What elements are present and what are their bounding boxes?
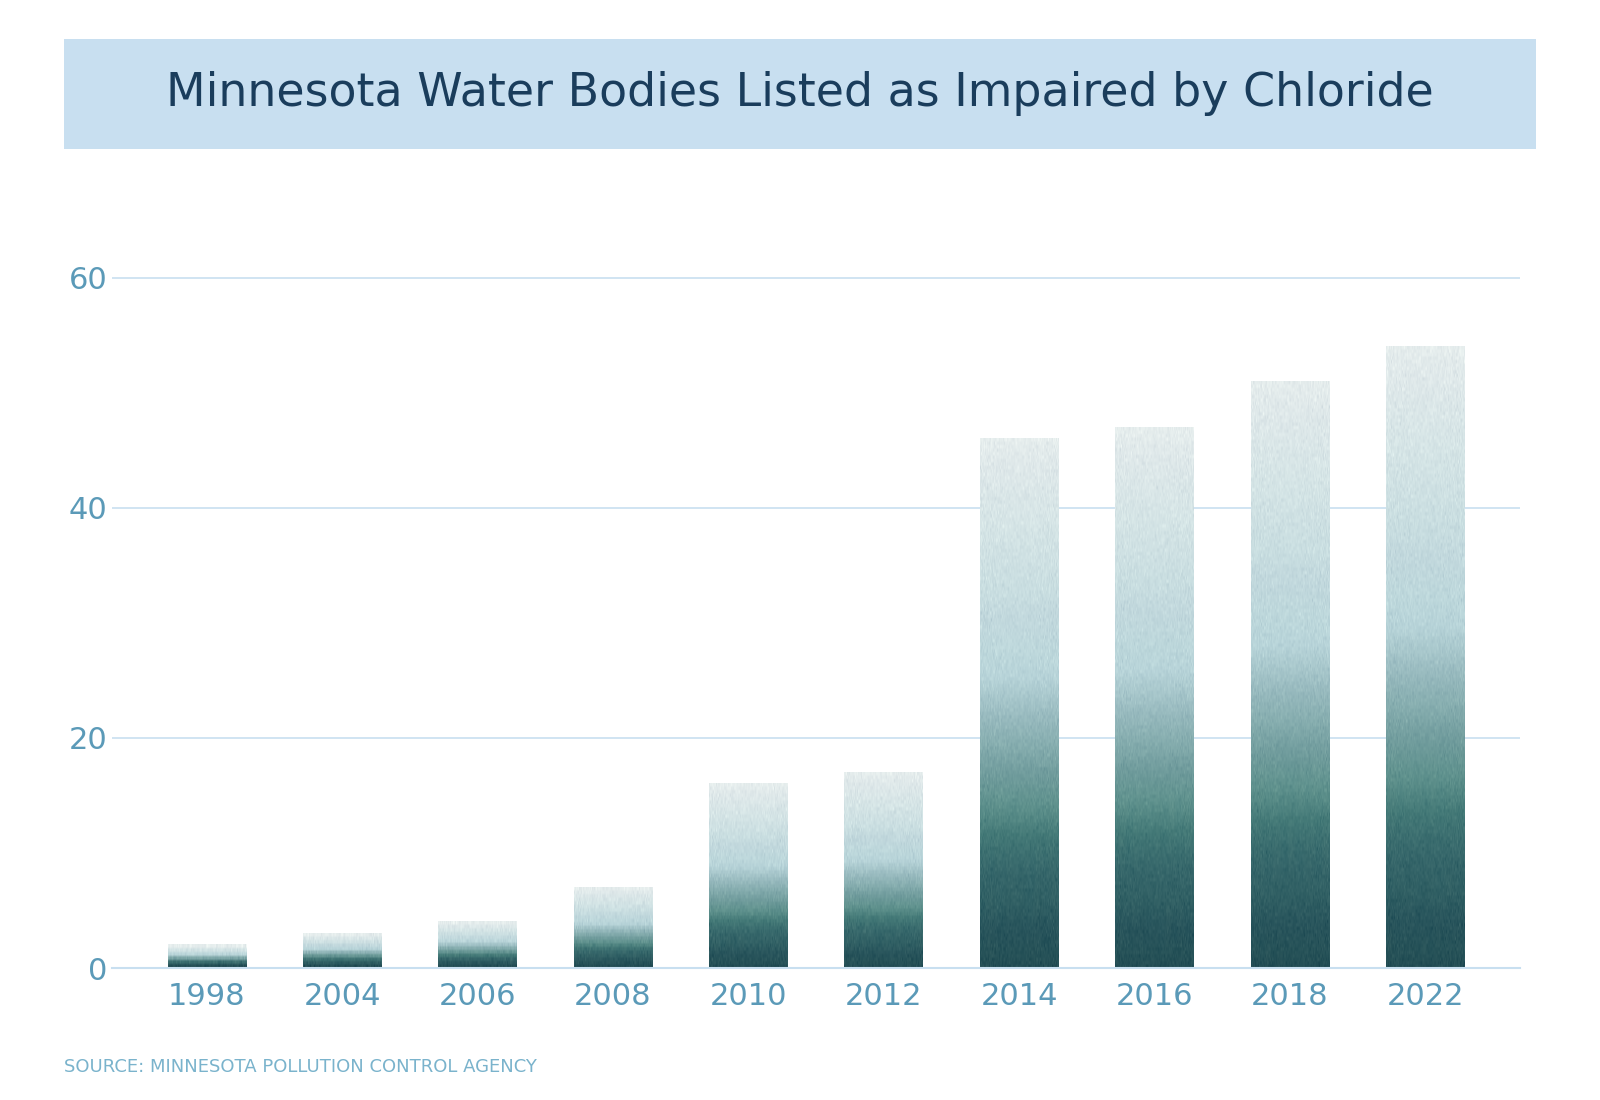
Text: Minnesota Water Bodies Listed as Impaired by Chloride: Minnesota Water Bodies Listed as Impaire… xyxy=(166,72,1434,116)
Text: SOURCE: MINNESOTA POLLUTION CONTROL AGENCY: SOURCE: MINNESOTA POLLUTION CONTROL AGEN… xyxy=(64,1058,538,1076)
